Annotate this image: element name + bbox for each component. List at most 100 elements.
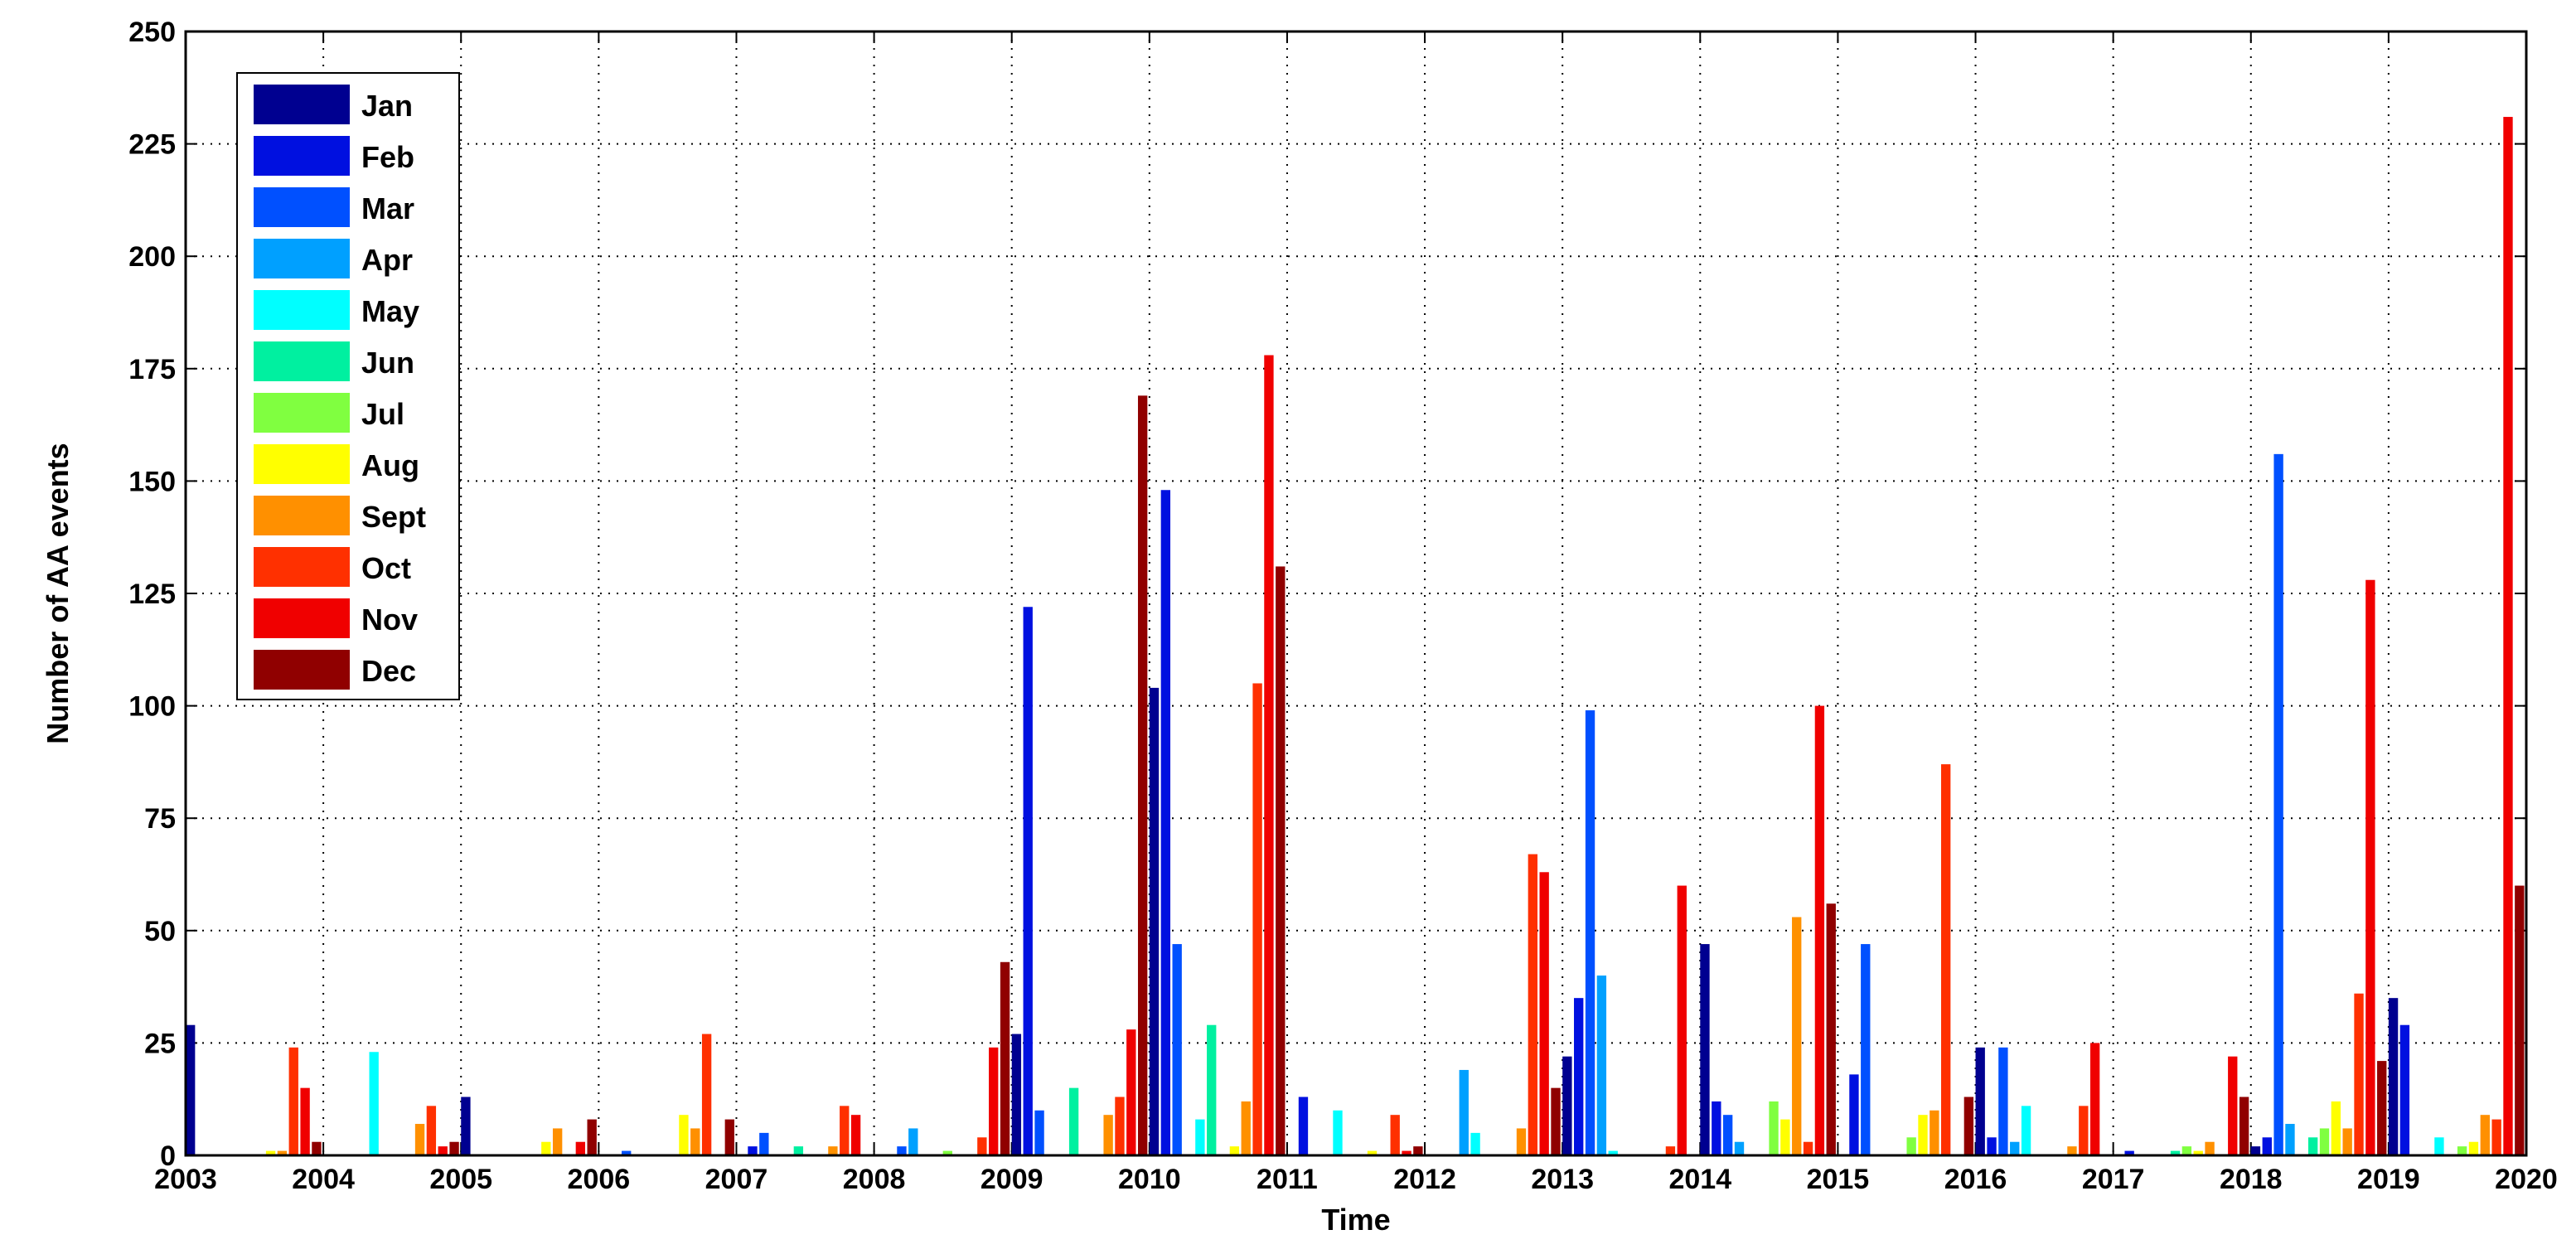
y-tick-label: 25 (144, 1028, 176, 1059)
bar (2285, 1124, 2295, 1155)
bar (1367, 1150, 1378, 1155)
bar (2124, 1150, 2134, 1155)
legend-label: Feb (361, 140, 414, 174)
legend-label: Apr (361, 243, 413, 277)
legend-label: Dec (361, 654, 416, 688)
x-tick-label: 2005 (429, 1164, 492, 1195)
bar (2079, 1106, 2089, 1155)
bar (1011, 1034, 1022, 1155)
bar (977, 1137, 987, 1155)
legend-swatch (254, 239, 350, 278)
y-tick-label: 175 (128, 354, 176, 385)
bar (2331, 1101, 2341, 1155)
bar (1918, 1115, 1928, 1155)
bar (850, 1115, 861, 1155)
bar (1126, 1029, 1136, 1155)
bar (1665, 1146, 1676, 1155)
legend-label: Sept (361, 500, 426, 534)
bar (2307, 1137, 2318, 1155)
x-tick-label: 2011 (1257, 1164, 1318, 1195)
bar (438, 1146, 448, 1155)
bar (748, 1146, 758, 1155)
y-tick-label: 50 (144, 916, 176, 947)
bar (288, 1047, 298, 1155)
bar (2067, 1146, 2077, 1155)
legend-label: Jul (361, 397, 404, 431)
bar (2181, 1146, 2192, 1155)
y-tick-label: 250 (128, 17, 176, 48)
bar (449, 1141, 459, 1155)
bar (1137, 395, 1148, 1155)
bar (1103, 1115, 1113, 1155)
bar (1149, 687, 1160, 1155)
bar (1034, 1110, 1044, 1155)
bar (265, 1150, 276, 1155)
legend-label: Mar (361, 191, 414, 225)
bar (1000, 961, 1010, 1155)
x-tick-label: 2006 (568, 1164, 631, 1195)
x-tick-label: 2015 (1807, 1164, 1870, 1195)
bar (1722, 1115, 1733, 1155)
bar (426, 1106, 437, 1155)
legend-swatch (254, 598, 350, 638)
x-axis-label: Time (1321, 1203, 1390, 1237)
bar (2021, 1106, 2031, 1155)
bar (1207, 1024, 1217, 1155)
bar (1413, 1146, 1423, 1155)
legend-swatch (254, 496, 350, 535)
y-tick-label: 75 (144, 803, 176, 835)
legend-swatch (254, 547, 350, 587)
y-tick-label: 100 (128, 691, 176, 723)
bar (1930, 1110, 1939, 1155)
bar (724, 1119, 734, 1155)
bar (840, 1106, 850, 1155)
legend-label: Nov (361, 603, 418, 637)
bar (1264, 355, 1274, 1155)
bar (1677, 885, 1687, 1155)
bar (1252, 683, 1262, 1155)
bar (1402, 1150, 1411, 1155)
bar (1562, 1056, 1572, 1155)
bar (2342, 1128, 2352, 1155)
bar (679, 1115, 689, 1155)
bar (1814, 705, 1825, 1155)
bar (1298, 1097, 1309, 1155)
bar (2399, 1024, 2410, 1155)
bar (414, 1124, 425, 1155)
bar (1160, 490, 1171, 1155)
bar (575, 1141, 586, 1155)
legend-swatch (254, 393, 350, 433)
x-tick-label: 2013 (1531, 1164, 1594, 1195)
bar (2273, 453, 2283, 1155)
legend-label: Aug (361, 448, 419, 482)
legend-swatch (254, 136, 350, 176)
y-tick-label: 150 (128, 466, 176, 497)
bar (369, 1052, 379, 1155)
bar (2515, 885, 2525, 1155)
legend-box (236, 72, 460, 700)
bar (2365, 579, 2375, 1155)
bar (759, 1132, 769, 1155)
bar (1195, 1119, 1205, 1155)
x-tick-label: 2012 (1393, 1164, 1456, 1195)
bar (2193, 1150, 2203, 1155)
bar (1551, 1087, 1561, 1155)
x-tick-label: 2019 (2357, 1164, 2420, 1195)
bar (186, 1024, 196, 1155)
bar (1941, 764, 1951, 1155)
bar (1975, 1047, 1985, 1155)
bar (2205, 1141, 2215, 1155)
plot-frame (184, 30, 2528, 1157)
bar (1596, 976, 1607, 1155)
y-tick-label: 125 (128, 579, 176, 610)
bar (942, 1150, 952, 1155)
x-tick-label: 2007 (705, 1164, 768, 1195)
x-tick-label: 2008 (843, 1164, 906, 1195)
bar (2319, 1128, 2330, 1155)
y-axis-label: Number of AA events (41, 443, 75, 743)
bar (2468, 1141, 2479, 1155)
bar (2239, 1097, 2249, 1155)
x-tick-label: 2018 (2220, 1164, 2283, 1195)
legend-swatch (254, 290, 350, 330)
y-tick-label: 225 (128, 129, 176, 161)
